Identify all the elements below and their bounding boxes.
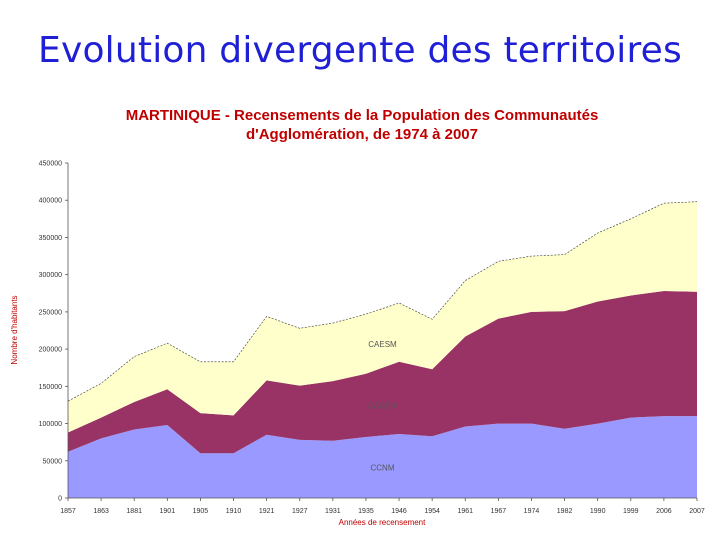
y-tick-label: 0 [58, 496, 62, 503]
x-axis: 1857 1863 1881 1901 1905 1910 1921 1927 1931 1935… [60, 497, 705, 515]
x-tick-label: 1901 [160, 508, 176, 515]
y-tick-label: 50000 [43, 458, 63, 465]
x-tick-label: 2006 [656, 508, 672, 515]
area-caesm [68, 201, 697, 433]
x-tick-label: 1999 [623, 508, 639, 515]
x-tick-label: 1881 [126, 508, 142, 515]
x-axis-label: Années de recensement [339, 518, 427, 527]
series-label-ccnm: CCNM [371, 464, 395, 473]
total-outline [67, 201, 698, 402]
chart-title-line-1: MARTINIQUE - Recensements de la Populati… [126, 107, 599, 124]
x-tick-label: 2007 [689, 508, 705, 515]
y-tick-label: 200000 [39, 347, 62, 354]
area-ccnm [68, 416, 697, 498]
chart-title-line-2: d'Agglomération, de 1974 à 2007 [246, 126, 478, 143]
x-tick-label: 1946 [391, 508, 407, 515]
y-tick-label: 400000 [39, 198, 62, 205]
x-tick-label: 1935 [358, 508, 374, 515]
x-tick-label: 1905 [193, 508, 209, 515]
slide-title: Evolution divergente des territoires [38, 30, 682, 71]
series-labels: CCNM CACEM CAESM [368, 340, 397, 473]
chart-areas [67, 201, 698, 498]
x-tick-label: 1967 [491, 508, 507, 515]
x-tick-label: 1927 [292, 508, 308, 515]
x-tick-label: 1863 [93, 508, 109, 515]
y-axis-label: Nombre d'habitants [10, 295, 19, 364]
x-tick-label: 1910 [226, 508, 242, 515]
y-tick-label: 250000 [39, 309, 62, 316]
x-tick-label: 1954 [424, 508, 440, 515]
population-area-chart: MARTINIQUE - Recensements de la Populati… [10, 107, 705, 527]
y-tick-label: 350000 [39, 235, 62, 242]
x-tick-label: 1921 [259, 508, 275, 515]
y-tick-label: 300000 [39, 272, 62, 279]
series-label-cacem: CACEM [368, 401, 397, 410]
y-tick-label: 450000 [39, 161, 62, 168]
x-tick-label: 1857 [60, 508, 76, 515]
x-tick-label: 1982 [557, 508, 573, 515]
y-axis: 0 50000 100000 150000 200000 250000 300000 3500… [39, 161, 69, 503]
x-tick-label: 1931 [325, 508, 341, 515]
x-tick-label: 1961 [457, 508, 473, 515]
area-cacem [68, 291, 697, 454]
y-tick-label: 150000 [39, 384, 62, 391]
x-tick-label: 1990 [590, 508, 606, 515]
x-tick-label: 1974 [524, 508, 540, 515]
series-label-caesm: CAESM [368, 340, 397, 349]
y-tick-label: 100000 [39, 421, 62, 428]
